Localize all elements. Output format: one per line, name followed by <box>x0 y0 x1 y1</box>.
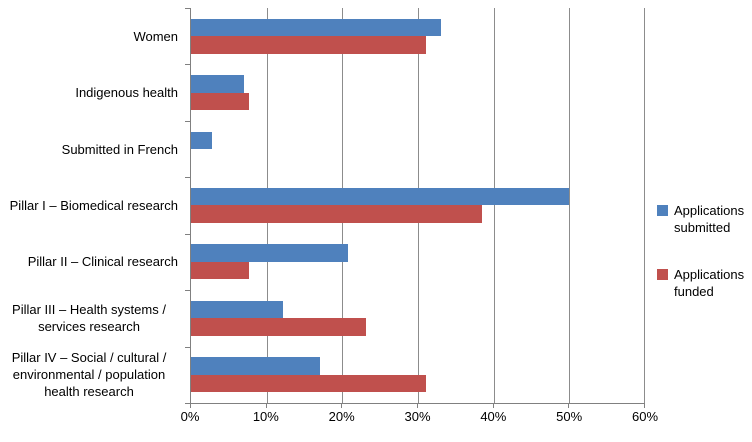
x-axis-tick-label: 10% <box>252 409 279 424</box>
x-axis-tick <box>265 404 267 408</box>
bar-funded <box>191 92 250 111</box>
x-axis-tick <box>190 404 191 408</box>
legend: Applications submitted Applications fund… <box>657 202 749 330</box>
bar-submitted <box>191 244 348 262</box>
y-axis-tick <box>185 233 190 235</box>
bar-submitted <box>191 18 441 37</box>
x-axis-tick-label: 20% <box>328 409 355 424</box>
y-axis-tick <box>185 177 190 179</box>
category-label-row: Women <box>0 8 178 64</box>
bar-group <box>191 177 645 233</box>
legend-label-funded: Applications funded <box>674 267 745 299</box>
bar-group <box>191 290 645 346</box>
y-axis-tick <box>185 8 190 9</box>
bar-funded <box>191 36 426 54</box>
category-label: Women <box>133 28 178 44</box>
gridline <box>644 8 645 403</box>
gridline <box>569 8 571 403</box>
bar-group <box>191 347 645 403</box>
y-axis-tick <box>185 290 190 292</box>
bar-group <box>191 234 645 290</box>
category-label: Pillar II – Clinical research <box>27 254 178 270</box>
category-label: Indigenous health <box>75 85 178 101</box>
bar-funded <box>191 318 366 336</box>
category-label: Pillar III – Health systems / services r… <box>12 302 166 335</box>
bar-submitted <box>191 357 321 375</box>
category-axis-labels: Women Indigenous health Submitted in Frenc… <box>0 8 178 403</box>
bar-group <box>191 8 645 64</box>
category-label-row: Pillar II – Clinical research <box>0 234 178 290</box>
bar-funded <box>191 374 426 393</box>
y-axis-tick <box>185 120 190 122</box>
legend-swatch-submitted <box>657 205 668 216</box>
bar-submitted <box>191 75 244 93</box>
category-label-row: Pillar III – Health systems / services r… <box>0 290 178 346</box>
category-label-row: Submitted in French <box>0 121 178 177</box>
bar-submitted <box>191 300 283 319</box>
y-axis-tick <box>185 346 190 348</box>
category-label-row: Indigenous health <box>0 64 178 120</box>
bar-submitted <box>191 187 570 206</box>
bar-group <box>191 64 645 120</box>
bar-rows <box>191 8 645 403</box>
y-axis-tick <box>185 403 190 404</box>
legend-item-submitted: Applications submitted <box>657 202 749 236</box>
bar-funded <box>191 261 250 280</box>
category-label-row: Pillar IV – Social / cultural / environm… <box>0 347 178 403</box>
x-axis-tick <box>417 404 418 408</box>
bar-submitted <box>191 131 213 150</box>
x-axis-tick-label: 60% <box>631 409 659 424</box>
x-axis-tick <box>341 404 343 408</box>
x-axis-tick <box>492 404 494 408</box>
gridline <box>493 8 495 403</box>
bar-funded <box>191 205 483 223</box>
x-axis-tick-label: 0% <box>180 409 200 424</box>
legend-item-funded: Applications funded <box>657 266 749 300</box>
category-label: Pillar IV – Social / cultural / environm… <box>11 350 167 400</box>
x-axis-tick-label: 30% <box>404 409 431 424</box>
bar-group <box>191 121 645 177</box>
y-axis-tick <box>185 64 190 66</box>
x-axis-tick <box>644 404 645 408</box>
legend-label-submitted: Applications submitted <box>674 203 745 235</box>
category-label: Submitted in French <box>61 141 178 157</box>
category-label-row: Pillar I – Biomedical research <box>0 177 178 233</box>
legend-swatch-funded <box>657 269 668 280</box>
category-label: Pillar I – Biomedical research <box>9 197 178 213</box>
plot-area <box>185 8 645 408</box>
x-axis-tick <box>568 404 570 408</box>
x-axis-tick-label: 40% <box>480 409 507 424</box>
x-axis-tick-label: 50% <box>556 409 583 424</box>
